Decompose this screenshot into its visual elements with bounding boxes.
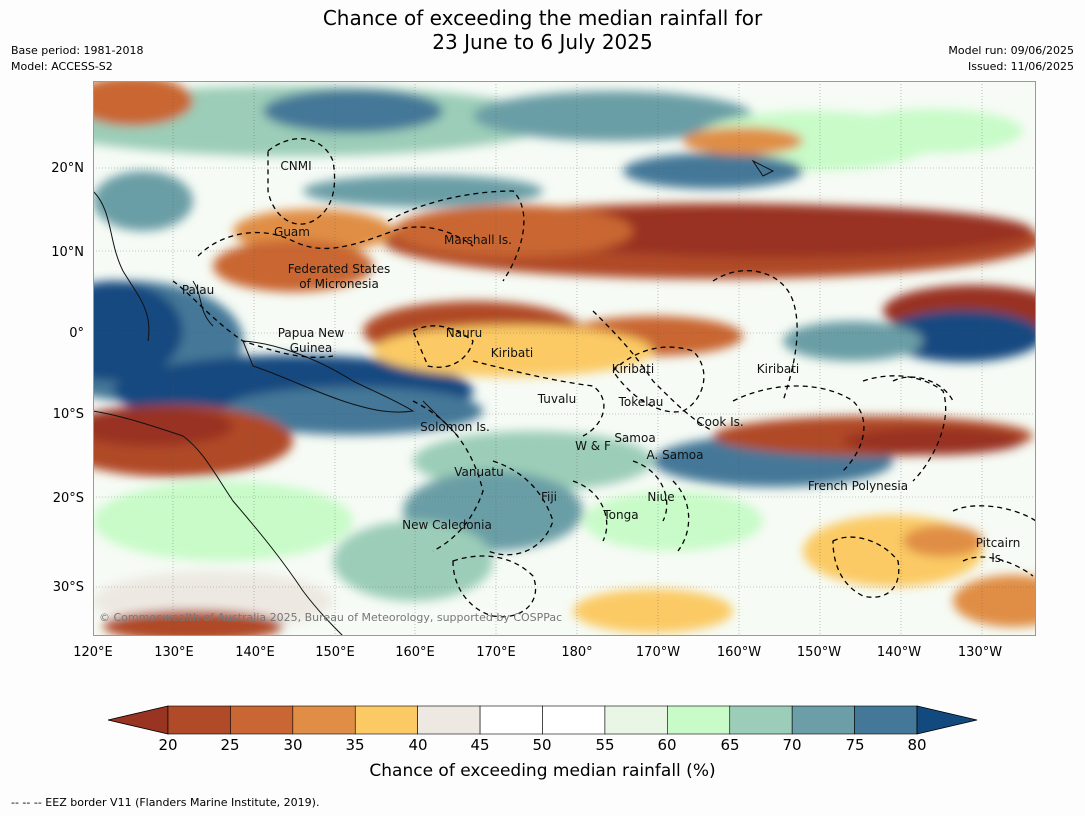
grid-lines: [93, 81, 1036, 636]
lon-tick: 150°W: [796, 645, 842, 660]
colorbar-cell: [354, 705, 418, 735]
lon-tick: 130°E: [154, 645, 194, 660]
lat-tick: 20°S: [52, 491, 84, 506]
lon-tick: 160°E: [395, 645, 435, 660]
lat-tick: 10°S: [52, 407, 84, 422]
colorbar-cell: [604, 705, 668, 735]
colorbar-cell: [292, 705, 356, 735]
region-label: Tuvalu: [537, 392, 577, 406]
region-label: W & F: [575, 439, 611, 453]
colorbar-cell: [667, 705, 731, 735]
coastlines: [93, 159, 775, 636]
colorbar-level: 25: [220, 736, 240, 754]
lon-tick: 120°E: [73, 645, 113, 660]
colorbar-level: 55: [595, 736, 615, 754]
eez-borders: [172, 138, 1036, 618]
colorbar-cell: [729, 705, 793, 735]
region-label: Guinea: [290, 341, 333, 355]
colorbar-level: 45: [470, 736, 490, 754]
colorbar-cell: [167, 705, 231, 735]
lon-tick: 170°W: [635, 645, 681, 660]
region-label: Tokelau: [618, 395, 664, 409]
eez-legend-note: -- -- -- EEZ border V11 (Flanders Marine…: [11, 796, 320, 809]
colorbar-level: 30: [283, 736, 303, 754]
colorbar-extend-low: [107, 705, 169, 735]
region-label: Is.: [991, 551, 1005, 565]
colorbar-cell: [791, 705, 855, 735]
region-label: of Micronesia: [299, 277, 379, 291]
region-label: Niue: [647, 490, 674, 504]
map-title: Chance of exceeding the median rainfall …: [0, 6, 1085, 54]
colorbar-cell: [230, 705, 294, 735]
region-label: Cook Is.: [696, 415, 743, 429]
colorbar-level: 80: [907, 736, 927, 754]
lon-tick: 170°E: [476, 645, 516, 660]
map-frame: [93, 81, 1036, 636]
colorbar-extend-high: [916, 705, 978, 735]
region-label: CNMI: [280, 159, 311, 173]
lon-tick: 150°E: [315, 645, 355, 660]
base-period: Base period: 1981-2018: [11, 44, 144, 57]
colorbar-cells: [107, 705, 978, 735]
rainfall-field: [93, 81, 1036, 636]
colorbar-title: Chance of exceeding median rainfall (%): [369, 761, 716, 781]
region-label: Fiji: [541, 490, 557, 504]
colorbar-level: 65: [720, 736, 740, 754]
rainfall-map: CNMI Guam Marshall Is. Federated States …: [93, 81, 1036, 636]
colorbar-cell: [854, 705, 918, 735]
colorbar-level: 35: [345, 736, 365, 754]
colorbar-cell: [417, 705, 481, 735]
map-canvas: CNMI Guam Marshall Is. Federated States …: [93, 81, 1036, 636]
lat-tick: 20°N: [51, 161, 84, 176]
region-label: Vanuatu: [454, 465, 504, 479]
lon-tick: 160°W: [716, 645, 762, 660]
title-line-1: Chance of exceeding the median rainfall …: [322, 6, 763, 30]
colorbar-cell: [542, 705, 606, 735]
region-label: Kiribati: [757, 362, 799, 376]
region-label: Federated States: [288, 262, 390, 276]
region-label: Marshall Is.: [444, 233, 512, 247]
colorbar: [107, 705, 978, 735]
region-labels: CNMI Guam Marshall Is. Federated States …: [182, 159, 1020, 565]
meta-left: Base period: 1981-2018 Model: ACCESS-S2: [11, 43, 143, 75]
region-label: Samoa: [614, 431, 655, 445]
lat-tick: 10°N: [51, 245, 84, 260]
colorbar-level: 20: [158, 736, 178, 754]
lat-tick: 0°: [69, 326, 84, 341]
colorbar-level: 40: [408, 736, 428, 754]
colorbar-level: 75: [845, 736, 865, 754]
region-label: French Polynesia: [808, 479, 908, 493]
lon-tick: 140°W: [876, 645, 922, 660]
lon-tick: 130°W: [957, 645, 1003, 660]
region-label: Kiribati: [491, 346, 533, 360]
colorbar-level: 50: [532, 736, 552, 754]
title-line-2: 23 June to 6 July 2025: [432, 30, 653, 54]
issued-date: Issued: 11/06/2025: [967, 60, 1074, 73]
region-label: Nauru: [446, 326, 482, 340]
region-label: New Caledonia: [402, 518, 492, 532]
region-label: Solomon Is.: [420, 420, 490, 434]
region-label: Kiribati: [612, 362, 654, 376]
colorbar-cell: [479, 705, 543, 735]
colorbar-level: 60: [657, 736, 677, 754]
region-label: Guam: [274, 225, 310, 239]
region-label: Tonga: [602, 508, 638, 522]
model-name: Model: ACCESS-S2: [11, 60, 113, 73]
region-label: Papua New: [278, 326, 345, 340]
region-label: A. Samoa: [647, 448, 704, 462]
region-label: Pitcairn: [976, 536, 1021, 550]
model-run: Model run: 09/06/2025: [948, 44, 1074, 57]
lon-tick: 140°E: [235, 645, 275, 660]
lat-tick: 30°S: [52, 580, 84, 595]
copyright-text: © Commonwealth of Australia 2025, Bureau…: [99, 611, 562, 624]
meta-right: Model run: 09/06/2025 Issued: 11/06/2025: [948, 43, 1074, 75]
colorbar-level: 70: [782, 736, 802, 754]
lon-tick: 180°: [561, 645, 593, 660]
region-label: Palau: [182, 283, 214, 297]
